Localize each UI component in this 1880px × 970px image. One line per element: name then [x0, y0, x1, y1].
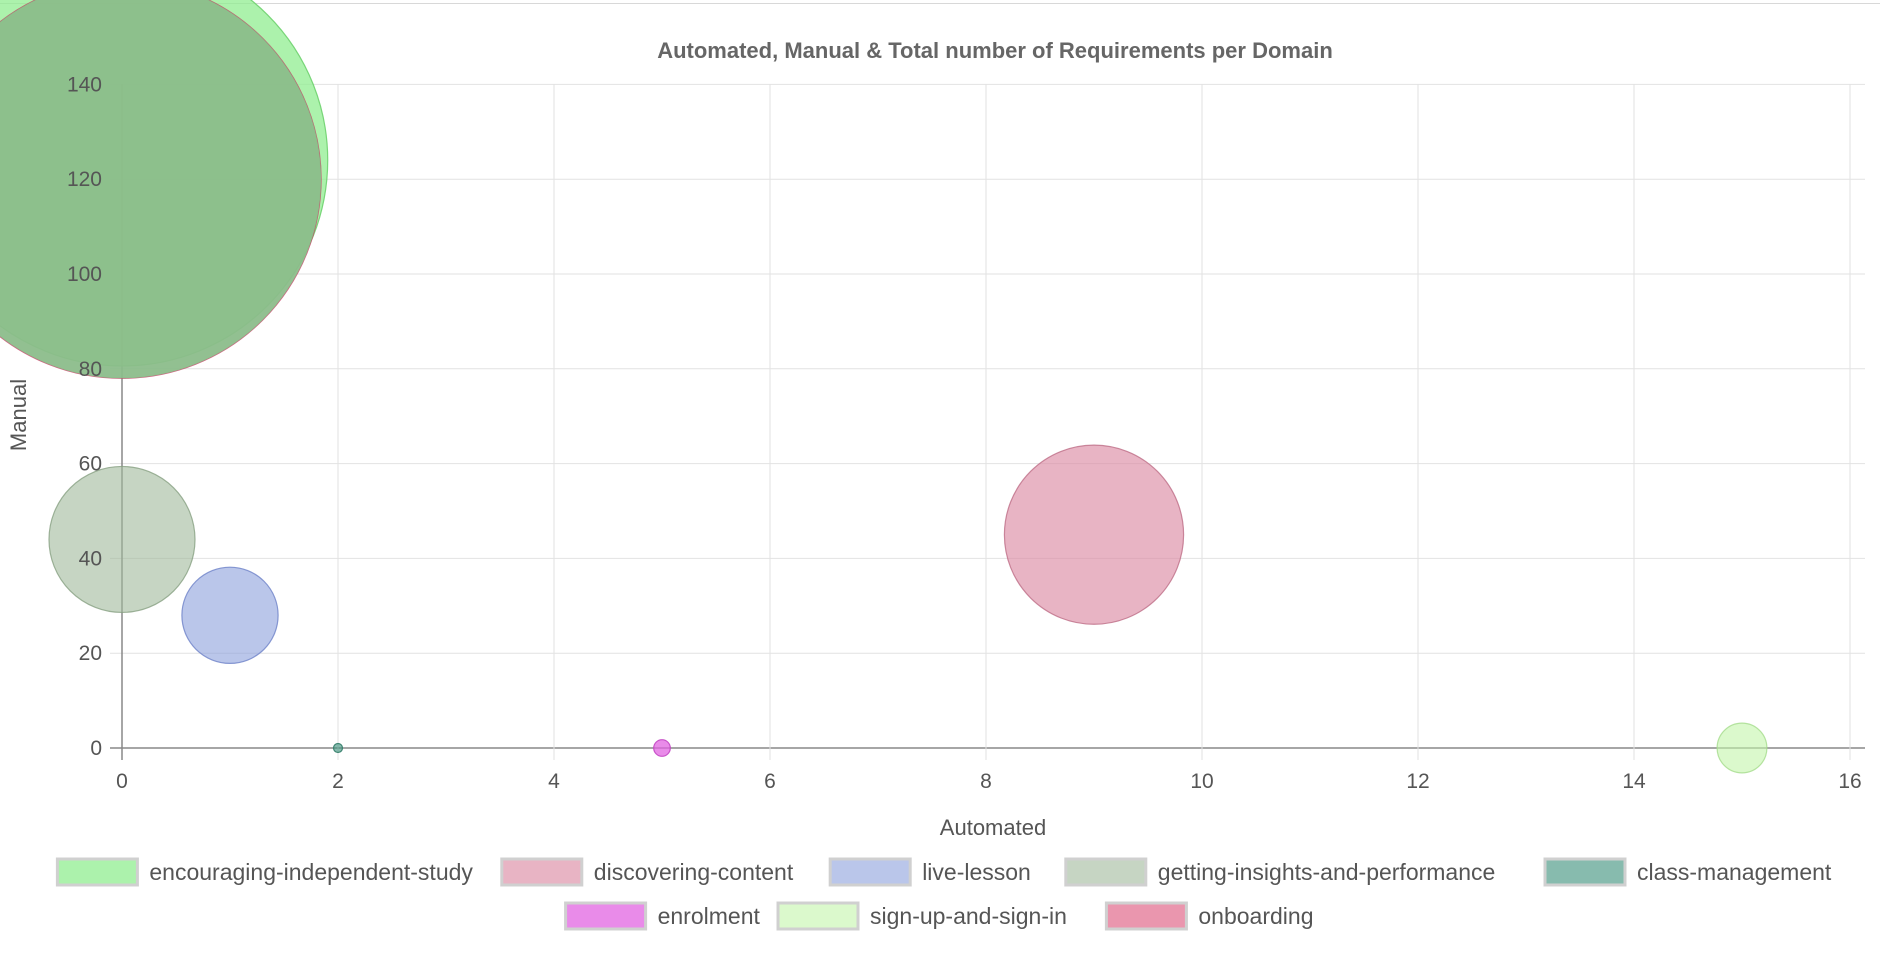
bubble-layer: [0, 0, 1768, 774]
x-tick-label: 10: [1190, 770, 1213, 793]
legend-label: sign-up-and-sign-in: [870, 903, 1067, 929]
y-tick-label: 80: [79, 358, 102, 381]
y-tick-label: 40: [79, 547, 102, 570]
bubble-discovering-content[interactable]: [1003, 444, 1185, 625]
legend-item-enrolment[interactable]: enrolment: [564, 901, 761, 931]
x-tick-label: 0: [116, 770, 128, 793]
x-axis-title: Automated: [940, 815, 1046, 840]
x-tick-label: 8: [980, 770, 992, 793]
x-tick-label: 4: [548, 770, 560, 793]
legend-swatch: [1543, 857, 1627, 887]
legend-swatch: [828, 857, 912, 887]
legend-swatch: [55, 857, 139, 887]
axis-layer: 0 20 40 60 80 100 120 140 0 2 4 6 8 10 12 14 16: [67, 73, 1862, 793]
legend-label: live-lesson: [922, 859, 1031, 885]
x-tick-label: 14: [1622, 770, 1646, 793]
legend-label: discovering-content: [594, 859, 794, 885]
x-tick-label: 16: [1838, 770, 1861, 793]
legend-label: onboarding: [1198, 903, 1313, 929]
x-tick-label: 2: [332, 770, 344, 793]
legend-label: enrolment: [658, 903, 761, 929]
y-tick-label: 140: [67, 73, 102, 96]
legend: encouraging-independent-study discovering…: [55, 857, 1832, 931]
bubble-class-management[interactable]: [332, 742, 344, 754]
legend-swatch: [1104, 901, 1188, 931]
legend-label: class-management: [1637, 859, 1832, 885]
x-tick-label: 12: [1406, 770, 1429, 793]
y-tick-label: 120: [67, 168, 102, 191]
bubble-getting-insights-and-performance[interactable]: [48, 465, 196, 614]
legend-swatch: [1064, 857, 1148, 887]
x-tick-label: 6: [764, 770, 776, 793]
bubble-live-lesson[interactable]: [181, 566, 279, 664]
y-axis-title: Manual: [6, 379, 31, 451]
legend-item-getting-insights-and-performance[interactable]: getting-insights-and-performance: [1064, 857, 1496, 887]
bubble-sign-up-and-sign-in[interactable]: [1716, 722, 1768, 774]
y-tick-label: 100: [67, 263, 102, 286]
bubble-overlay-tint: [0, 0, 322, 379]
grid-layer: [110, 83, 1865, 760]
legend-item-discovering-content[interactable]: discovering-content: [500, 857, 794, 887]
legend-swatch: [500, 857, 584, 887]
legend-label: encouraging-independent-study: [149, 859, 473, 885]
bubble-enrolment[interactable]: [653, 739, 671, 757]
y-tick-label: 0: [90, 737, 102, 760]
legend-item-sign-up-and-sign-in[interactable]: sign-up-and-sign-in: [776, 901, 1067, 931]
legend-swatch: [776, 901, 860, 931]
y-tick-label: 20: [79, 642, 102, 665]
y-tick-label: 60: [79, 453, 102, 476]
legend-item-encouraging-independent-study[interactable]: encouraging-independent-study: [55, 857, 473, 887]
top-divider: [0, 3, 1880, 4]
legend-item-live-lesson[interactable]: live-lesson: [828, 857, 1031, 887]
legend-item-onboarding[interactable]: onboarding: [1104, 901, 1314, 931]
legend-swatch: [564, 901, 648, 931]
legend-label: getting-insights-and-performance: [1158, 859, 1496, 885]
legend-item-class-management[interactable]: class-management: [1543, 857, 1832, 887]
chart-title: Automated, Manual & Total number of Requ…: [657, 38, 1333, 63]
